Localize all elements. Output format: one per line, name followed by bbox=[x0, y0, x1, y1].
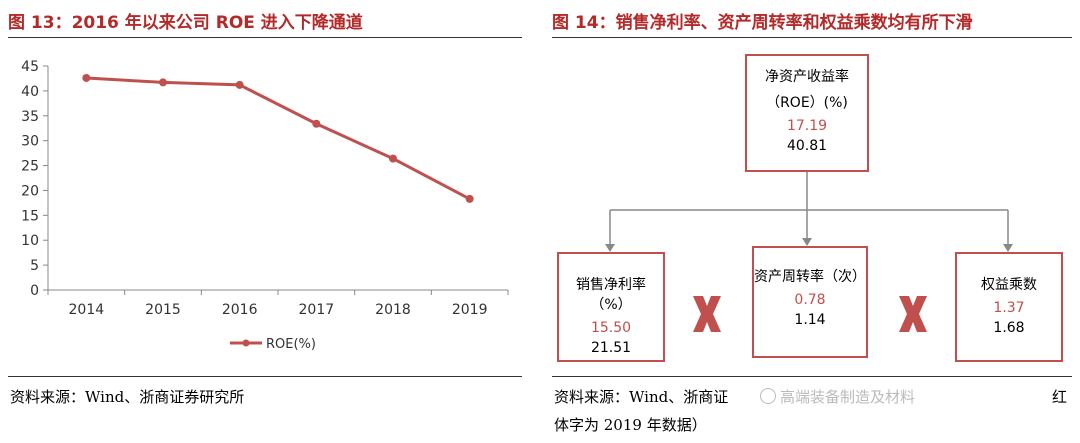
tree-connectors bbox=[605, 172, 1013, 252]
net-margin-box: 销售净利率（%） 15.50 21.51 bbox=[557, 252, 665, 362]
x-tick-label: 2018 bbox=[375, 302, 411, 318]
asset-turnover-box: 资产周转率（次） 0.78 1.14 bbox=[752, 246, 868, 358]
legend-label: ROE(%) bbox=[266, 337, 316, 352]
right-source-line1-tail: 红 bbox=[1052, 388, 1068, 406]
right-source-line2: 体字为 2019 年数据） bbox=[554, 416, 707, 434]
asset-turnover-label: 资产周转率（次） bbox=[754, 269, 866, 285]
data-point bbox=[159, 78, 167, 87]
right-chart-title: 图 14：销售净利率、资产周转率和权益乘数均有所下滑 bbox=[552, 13, 973, 33]
y-tick-label: 15 bbox=[21, 208, 39, 224]
asset-turnover-2019: 0.78 bbox=[794, 292, 826, 308]
data-point bbox=[312, 119, 321, 128]
watermark-text: 高端装备制造及材料 bbox=[780, 388, 916, 406]
equity-multiplier-box: 权益乘数 1.37 1.68 bbox=[955, 252, 1063, 362]
x-tick-label: 2015 bbox=[145, 302, 181, 318]
equity-multiplier-2019: 1.37 bbox=[993, 300, 1025, 316]
x-axis: 2014 2015 2016 2017 2018 2019 bbox=[47, 289, 509, 318]
watermark-logo-icon bbox=[760, 388, 776, 404]
roe-box: 净资产收益率 （ROE）(%) 17.19 40.81 bbox=[745, 54, 869, 172]
legend-marker-swatch bbox=[242, 339, 250, 347]
y-tick-label: 20 bbox=[21, 183, 39, 199]
right-source-line1: 资料来源：Wind、浙商证 bbox=[554, 388, 729, 406]
left-bottom-rule bbox=[8, 376, 522, 377]
equity-multiplier-prior: 1.68 bbox=[993, 320, 1025, 336]
roe-prior-value: 40.81 bbox=[786, 138, 828, 154]
data-point bbox=[82, 73, 91, 82]
multiply-icon-2 bbox=[899, 296, 927, 332]
y-axis: 0 5 10 15 20 25 30 35 40 45 bbox=[21, 59, 49, 299]
multiply-icon-1 bbox=[693, 296, 721, 332]
y-tick-label: 45 bbox=[21, 59, 39, 75]
arrow-right bbox=[1003, 244, 1013, 252]
x-tick-label: 2017 bbox=[299, 302, 335, 318]
x-tick-label: 2016 bbox=[222, 302, 258, 318]
y-tick-label: 40 bbox=[21, 84, 39, 100]
series-roe bbox=[82, 73, 474, 203]
left-source: 资料来源：Wind、浙商证券研究所 bbox=[10, 388, 245, 406]
series-line bbox=[86, 76, 471, 201]
net-margin-prior: 21.51 bbox=[590, 340, 632, 356]
right-title-rule bbox=[552, 37, 1072, 38]
net-margin-2019: 15.50 bbox=[590, 320, 632, 336]
chart-legend: ROE(%) bbox=[230, 337, 316, 352]
roe-label-unit: （ROE）(%) bbox=[766, 95, 848, 111]
roe-label: 净资产收益率 bbox=[765, 69, 849, 85]
y-tick-label: 25 bbox=[21, 159, 39, 175]
roe-2019-value: 17.19 bbox=[786, 118, 828, 134]
asset-turnover-prior: 1.14 bbox=[794, 312, 826, 328]
y-tick-label: 0 bbox=[30, 283, 39, 299]
arrow-middle bbox=[802, 238, 812, 246]
arrow-left bbox=[605, 244, 615, 252]
x-tick-label: 2019 bbox=[452, 302, 488, 318]
y-tick-label: 5 bbox=[30, 258, 39, 274]
x-tick-label: 2014 bbox=[69, 302, 105, 318]
data-point bbox=[465, 194, 474, 203]
right-bottom-rule bbox=[552, 376, 1072, 377]
data-point bbox=[389, 154, 397, 163]
y-tick-label: 35 bbox=[21, 109, 39, 125]
watermark: 高端装备制造及材料 bbox=[760, 386, 915, 407]
equity-multiplier-label: 权益乘数 bbox=[981, 277, 1037, 293]
left-title-rule bbox=[8, 37, 522, 38]
left-chart-title: 图 13：2016 年以来公司 ROE 进入下降通道 bbox=[8, 13, 363, 33]
y-tick-label: 30 bbox=[21, 134, 39, 150]
data-point bbox=[235, 80, 244, 89]
y-tick-label: 10 bbox=[21, 233, 39, 249]
net-margin-label: 销售净利率（%） bbox=[576, 277, 646, 313]
